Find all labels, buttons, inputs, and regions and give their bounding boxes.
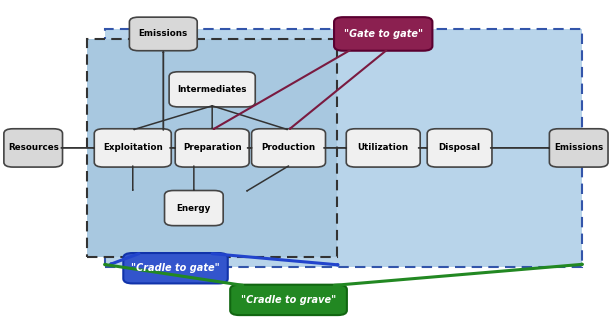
Text: "Cradle to grave": "Cradle to grave": [241, 295, 336, 305]
FancyBboxPatch shape: [251, 129, 326, 167]
FancyBboxPatch shape: [230, 285, 347, 315]
Text: Resources: Resources: [8, 143, 59, 152]
Text: Preparation: Preparation: [183, 143, 242, 152]
Text: Utilization: Utilization: [357, 143, 409, 152]
FancyBboxPatch shape: [4, 129, 63, 167]
Text: "Cradle to gate": "Cradle to gate": [131, 263, 220, 273]
Text: Energy: Energy: [177, 204, 211, 212]
Text: Emissions: Emissions: [554, 143, 603, 152]
FancyBboxPatch shape: [129, 17, 197, 51]
Text: Intermediates: Intermediates: [177, 85, 247, 94]
Text: Disposal: Disposal: [438, 143, 481, 152]
FancyBboxPatch shape: [175, 129, 249, 167]
FancyBboxPatch shape: [169, 72, 255, 107]
Bar: [87, 39, 337, 257]
Text: "Gate to gate": "Gate to gate": [344, 29, 423, 39]
FancyBboxPatch shape: [346, 129, 420, 167]
FancyBboxPatch shape: [427, 129, 492, 167]
FancyBboxPatch shape: [164, 190, 223, 226]
Text: Emissions: Emissions: [139, 30, 188, 38]
FancyBboxPatch shape: [549, 129, 608, 167]
FancyBboxPatch shape: [94, 129, 171, 167]
FancyBboxPatch shape: [123, 253, 228, 283]
FancyBboxPatch shape: [334, 17, 432, 51]
Bar: [105, 29, 582, 267]
Text: Production: Production: [262, 143, 316, 152]
Text: Exploitation: Exploitation: [103, 143, 162, 152]
